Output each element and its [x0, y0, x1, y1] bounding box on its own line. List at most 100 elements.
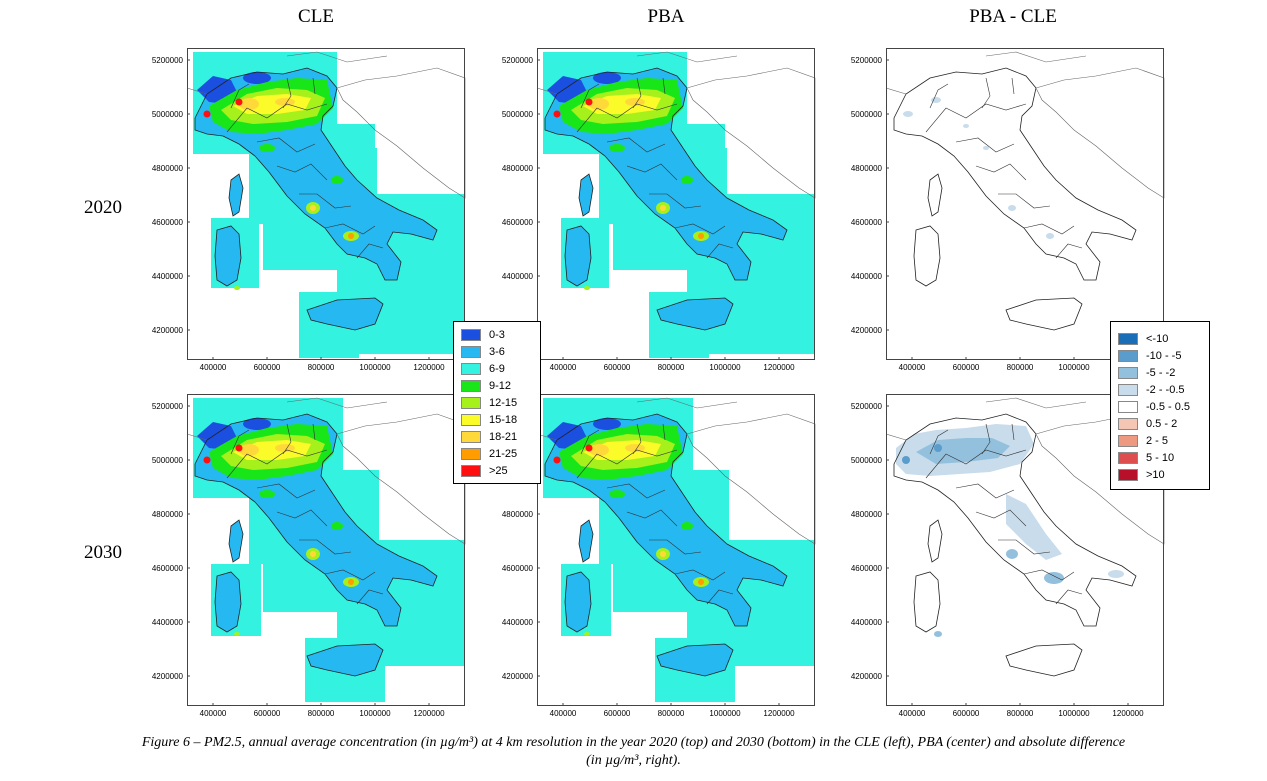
coastline — [194, 413, 438, 627]
region-border — [626, 509, 678, 527]
alps-0-3-b — [243, 72, 271, 84]
legend-conc-swatch — [461, 464, 481, 477]
region-border — [1023, 569, 1075, 581]
legend-conc-item: 21-25 — [454, 445, 540, 462]
balkan-coast — [1035, 413, 1165, 545]
map-svg: 5200000 5000000 4800000 4600000 4400000 42000… — [851, 394, 1165, 718]
legend-diff-swatch — [1118, 434, 1138, 447]
region-border — [981, 423, 991, 455]
north-border — [636, 397, 738, 409]
map-cle-2030: 5200000 5000000 4800000 4600000 4400000 42000… — [152, 394, 466, 718]
map-cle-2020: 5200000 5000000 4800000 4600000 4400000 42000… — [152, 48, 466, 372]
region-border — [632, 77, 642, 109]
region-border — [256, 483, 316, 499]
balkan-coast — [336, 67, 466, 199]
region-border — [576, 103, 678, 133]
region-border — [580, 429, 600, 455]
legend-conc-item: >25 — [454, 462, 540, 479]
legend-diff-item: 0.5 - 2 — [1111, 415, 1209, 432]
legend-conc-swatch — [461, 430, 481, 443]
region-border — [1055, 243, 1083, 259]
region-border — [1011, 423, 1015, 441]
map-frame — [886, 48, 1164, 360]
milan-18-21 — [239, 444, 259, 456]
y-tick-label: 4400000 — [851, 272, 883, 281]
coastline — [927, 173, 943, 217]
region-border — [299, 193, 352, 209]
coastlines — [186, 51, 466, 331]
region-border — [706, 243, 734, 259]
balkan-coast — [1035, 67, 1165, 199]
map-svg: 5200000 5000000 4800000 4600000 4400000 42000… — [152, 394, 466, 718]
concentration-field — [543, 398, 815, 702]
legend-conc-label: >25 — [489, 464, 508, 477]
x-tick-label: 1000000 — [1058, 709, 1090, 718]
x-tick-label: 1000000 — [1058, 363, 1090, 372]
turin-hotspot — [203, 110, 211, 118]
legend-diff-label: -10 - -5 — [1146, 349, 1182, 362]
legend-conc-swatch — [461, 413, 481, 426]
sicily-3-6 — [657, 298, 733, 330]
y-tick-label: 5000000 — [851, 456, 883, 465]
legend-diff-item: -10 - -5 — [1111, 347, 1209, 364]
region-border — [929, 429, 949, 455]
legend-conc-item: 9-12 — [454, 377, 540, 394]
y-tick-label: 4800000 — [502, 510, 534, 519]
region-border — [299, 539, 352, 555]
coastlines — [186, 397, 466, 677]
region-border — [1023, 223, 1075, 235]
region-border — [981, 77, 991, 109]
map-frame — [537, 394, 815, 706]
coastline — [544, 67, 788, 281]
map-svg: 5200000 5000000 4800000 4600000 4400000 42000… — [152, 48, 466, 372]
coastline — [578, 173, 594, 217]
x-tick-label: 1200000 — [413, 709, 445, 718]
x-tick-label: 600000 — [604, 363, 631, 372]
y-tick-label: 5200000 — [851, 402, 883, 411]
legend-diff-label: -5 - -2 — [1146, 366, 1176, 379]
milan-hotspot — [585, 98, 593, 106]
region-border — [649, 193, 702, 209]
naples-21-25 — [698, 579, 704, 585]
region-border — [649, 539, 702, 555]
region-border — [1011, 77, 1015, 95]
legend-conc-item: 15-18 — [454, 411, 540, 428]
legend-conc-item: 18-21 — [454, 428, 540, 445]
balkan-coast — [336, 413, 466, 545]
y-tick-label: 4200000 — [851, 326, 883, 335]
legend-conc-item: 12-15 — [454, 394, 540, 411]
region-border — [576, 449, 678, 479]
emilia-18-21 — [625, 98, 645, 106]
coastline — [306, 297, 384, 331]
region-border — [356, 243, 384, 259]
y-tick-label: 4600000 — [502, 564, 534, 573]
coastlines — [885, 397, 1165, 677]
region-border — [998, 539, 1051, 555]
x-tick-label: 800000 — [1007, 709, 1034, 718]
legend-conc-swatch — [461, 345, 481, 358]
y-tick-label: 5200000 — [502, 56, 534, 65]
legend-diff-swatch — [1118, 366, 1138, 379]
legend-diff-label: 0.5 - 2 — [1146, 417, 1178, 430]
x-tick-label: 800000 — [1007, 363, 1034, 372]
map-pba-2030: 5200000500000048000004600000440000042000… — [502, 394, 816, 718]
x-tick-label: 600000 — [254, 709, 281, 718]
umbria-9-12 — [331, 522, 343, 530]
naples-diff — [1044, 572, 1064, 584]
sardinia-3-6 — [215, 226, 241, 286]
north-border — [985, 397, 1087, 409]
puglia-diff — [1108, 570, 1124, 578]
turin-hotspot — [553, 110, 561, 118]
emilia-18-21 — [625, 444, 645, 452]
coastline — [214, 571, 242, 633]
diff-patch — [983, 146, 989, 150]
y-tick-label: 4400000 — [152, 618, 184, 627]
umbria-9-12 — [331, 176, 343, 184]
x-tick-label: 800000 — [658, 709, 685, 718]
y-tick-label: 4800000 — [851, 164, 883, 173]
region-border — [1055, 589, 1083, 605]
row-label-2030: 2030 — [84, 542, 122, 563]
x-tick-label: 400000 — [550, 363, 577, 372]
turin-hotspot — [203, 456, 211, 464]
diff-patch — [1046, 233, 1054, 239]
